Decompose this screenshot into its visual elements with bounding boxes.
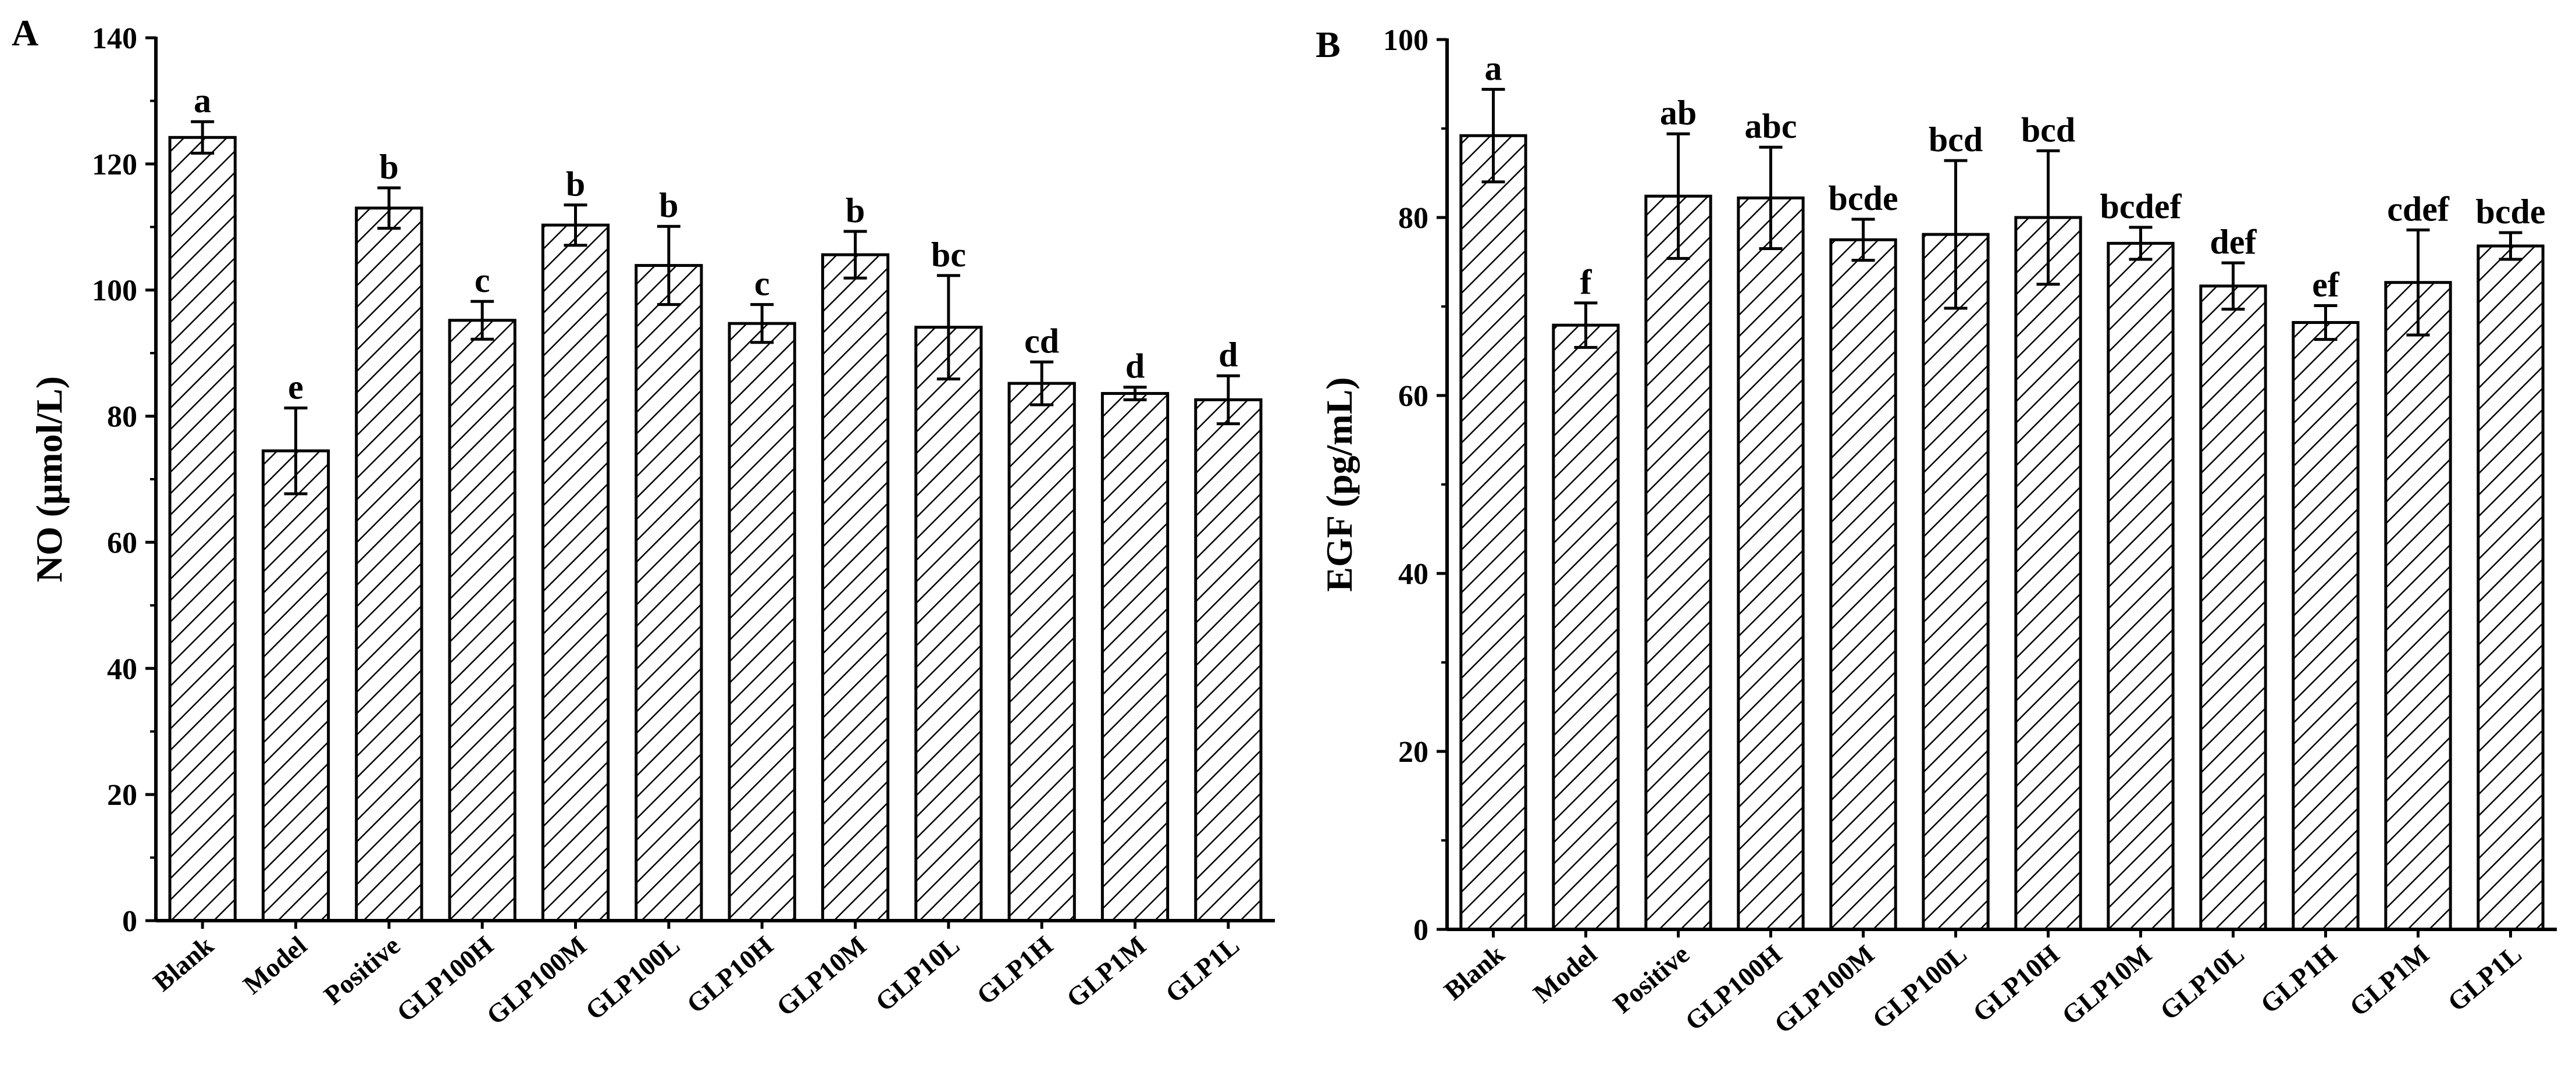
significance-label: a bbox=[1485, 49, 1502, 88]
y-tick-label: 60 bbox=[107, 526, 137, 559]
y-tick-label: 100 bbox=[92, 275, 137, 308]
bar-glp100m bbox=[541, 223, 610, 922]
significance-label: b bbox=[659, 186, 678, 224]
bar-positive bbox=[355, 206, 423, 922]
bar-glp100l bbox=[1922, 233, 1990, 931]
y-axis-title: NO (μmol/L) bbox=[28, 376, 70, 582]
x-tick-label: GLP100M bbox=[481, 931, 592, 1031]
significance-label: ef bbox=[2312, 265, 2340, 304]
bar-model bbox=[1552, 323, 1620, 931]
x-tick-label: Blank bbox=[148, 930, 219, 997]
bar-blank bbox=[168, 136, 237, 922]
y-tick-label: 80 bbox=[1398, 202, 1428, 235]
significance-label: d bbox=[1125, 347, 1145, 386]
x-tick-label: GLP1L bbox=[1160, 931, 1245, 1008]
x-tick-label: Positive bbox=[1608, 939, 1695, 1020]
bar-glp100m bbox=[1829, 238, 1897, 931]
y-tick-label: 140 bbox=[92, 22, 137, 55]
x-tick-label: GLP10L bbox=[870, 931, 965, 1017]
y-tick-label: 100 bbox=[1383, 24, 1428, 57]
x-tick-label: GLP1H bbox=[2255, 939, 2342, 1019]
bar-glp100h bbox=[1737, 196, 1805, 931]
y-tick-label: 120 bbox=[92, 148, 137, 181]
x-tick-label: Blank bbox=[1438, 939, 1510, 1006]
significance-label: d bbox=[1218, 336, 1238, 374]
panel-a-chart: a Blank e Model b Positive c GLP100H b GLP100M b GL… bbox=[12, 12, 1275, 1031]
y-tick-label: 20 bbox=[1398, 736, 1428, 769]
x-tick-label: GLP100M bbox=[1769, 939, 1880, 1039]
bar-blank bbox=[1459, 134, 1527, 931]
bar-glp100h bbox=[448, 319, 516, 922]
x-tick-label: GLP10H bbox=[1967, 939, 2065, 1028]
x-tick-label: Model bbox=[1527, 939, 1602, 1009]
y-tick-label: 40 bbox=[107, 653, 137, 686]
x-tick-label: GLP1M bbox=[1061, 931, 1152, 1014]
bar-glp1h bbox=[2292, 321, 2360, 931]
significance-label: b bbox=[379, 148, 398, 186]
significance-label: bcde bbox=[1829, 179, 1898, 218]
y-tick-label: 0 bbox=[1413, 914, 1428, 947]
bar-glp10h bbox=[2014, 216, 2082, 931]
significance-label: cd bbox=[1024, 322, 1059, 360]
bar-glp10l bbox=[914, 326, 983, 922]
panel-label: B bbox=[1316, 24, 1341, 65]
x-tick-label: GLP1H bbox=[971, 930, 1058, 1010]
x-tick-label: GLP100H bbox=[1679, 939, 1787, 1036]
bar-glp100l bbox=[635, 263, 703, 922]
bar-glp10m bbox=[821, 253, 890, 922]
bar-model bbox=[261, 449, 330, 922]
bar-glp10m bbox=[2107, 241, 2175, 931]
significance-label: ab bbox=[1660, 94, 1697, 132]
x-tick-label: Positive bbox=[318, 931, 405, 1011]
significance-label: bc bbox=[931, 236, 966, 274]
significance-label: a bbox=[194, 81, 211, 120]
significance-label: b bbox=[566, 165, 585, 203]
bar-glp1l bbox=[1194, 398, 1263, 922]
x-tick-label: GLP100L bbox=[580, 931, 686, 1026]
bar-glp1m bbox=[2384, 281, 2452, 931]
significance-label: def bbox=[2210, 223, 2257, 261]
y-tick-label: 60 bbox=[1398, 380, 1428, 413]
bar-glp10l bbox=[2199, 284, 2267, 931]
x-tick-label: GLP10M bbox=[771, 931, 872, 1022]
x-tick-label: GLP1L bbox=[2442, 939, 2527, 1017]
significance-label: c bbox=[754, 265, 770, 303]
significance-label: bcd bbox=[2021, 111, 2075, 149]
significance-label: bcdef bbox=[2100, 187, 2182, 226]
x-tick-label: GLP1M bbox=[2344, 939, 2435, 1022]
bar-glp1l bbox=[2477, 244, 2545, 931]
significance-label: c bbox=[475, 261, 490, 300]
x-tick-label: GLP10M bbox=[2056, 939, 2157, 1031]
x-tick-label: GLP100H bbox=[391, 930, 499, 1027]
y-tick-label: 20 bbox=[107, 779, 137, 812]
y-tick-label: 80 bbox=[107, 401, 137, 434]
x-tick-label: GLP10H bbox=[681, 930, 779, 1019]
x-tick-label: GLP10L bbox=[2154, 939, 2250, 1026]
significance-label: bcde bbox=[2476, 193, 2546, 231]
significance-label: abc bbox=[1745, 107, 1797, 145]
y-tick-label: 40 bbox=[1398, 558, 1428, 591]
panel-label: A bbox=[12, 12, 38, 54]
y-axis-title: EGF (pg/mL) bbox=[1319, 377, 1360, 591]
y-tick-label: 0 bbox=[122, 905, 137, 938]
bar-glp10h bbox=[728, 322, 796, 922]
significance-label: f bbox=[1580, 263, 1592, 301]
significance-label: e bbox=[288, 368, 304, 406]
significance-label: bcd bbox=[1929, 120, 1983, 159]
x-tick-label: Model bbox=[237, 931, 312, 1000]
bar-glp1m bbox=[1100, 392, 1170, 922]
significance-label: b bbox=[846, 191, 865, 230]
panel-b-chart: a Blank f Model ab Positive abc GLP100H bcde GLP1… bbox=[1316, 24, 2557, 1039]
significance-label: cdef bbox=[2387, 190, 2450, 228]
bar-positive bbox=[1644, 194, 1712, 931]
x-tick-label: GLP100L bbox=[1866, 939, 1972, 1035]
bar-glp1h bbox=[1007, 382, 1076, 922]
